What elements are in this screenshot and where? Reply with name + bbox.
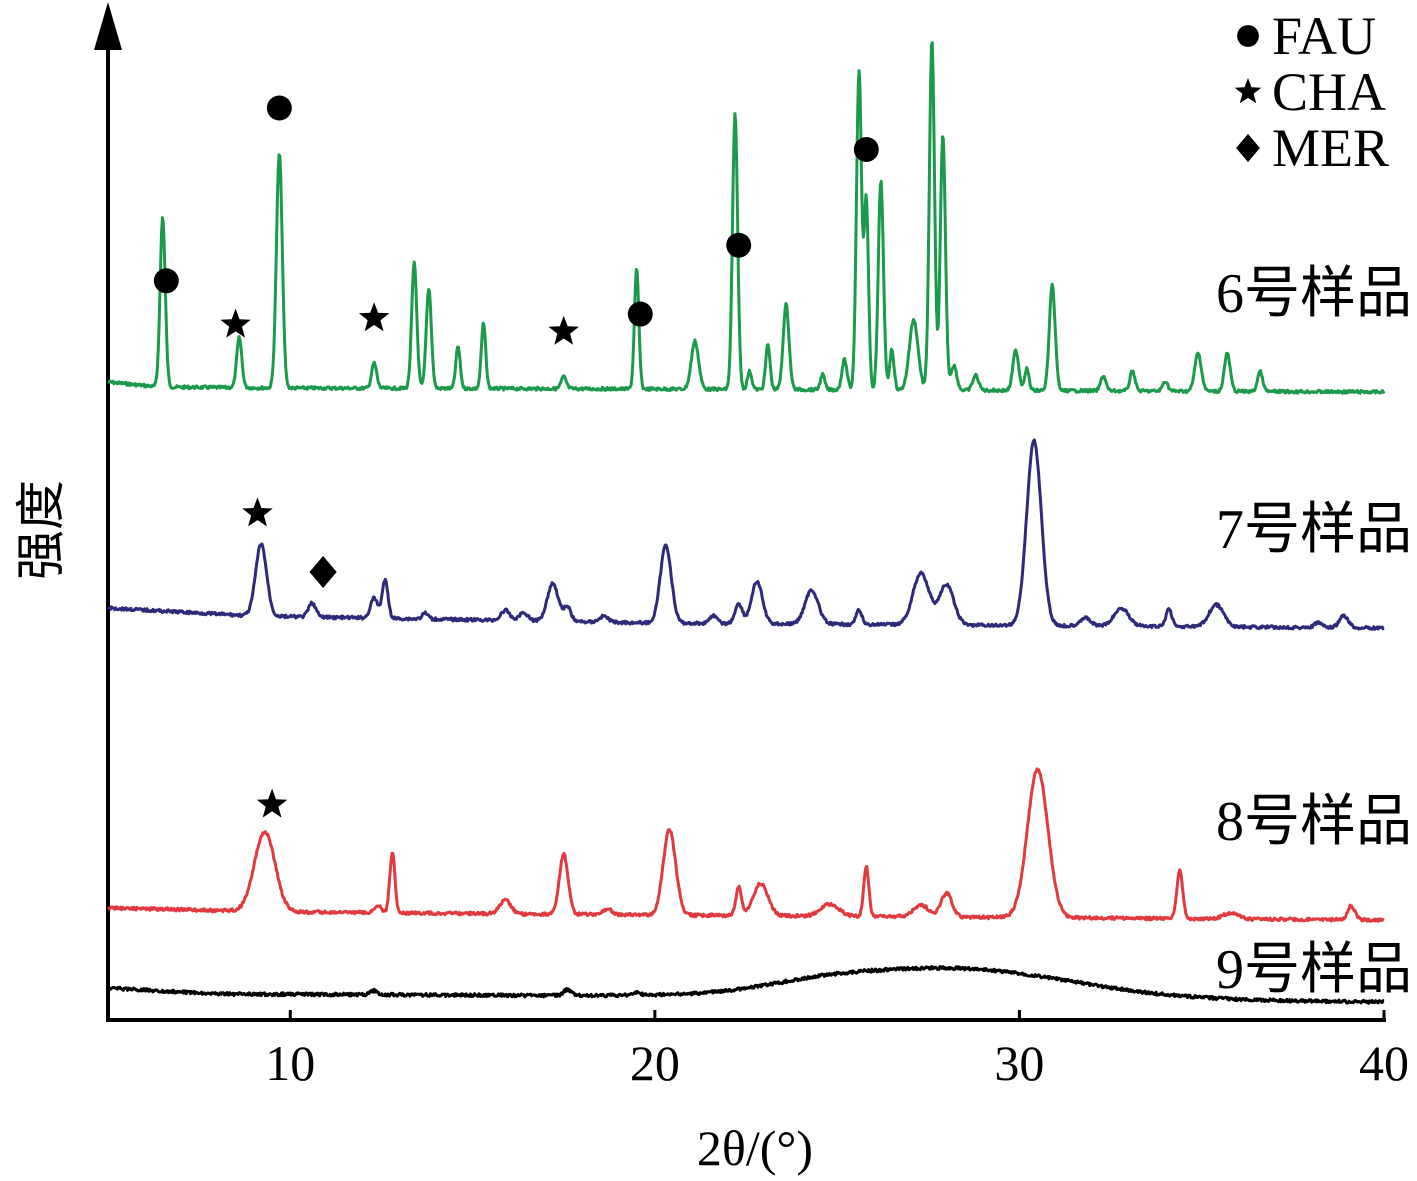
circle-peak-marker xyxy=(726,232,752,258)
series-trace xyxy=(106,965,1385,1005)
legend-label: FAU xyxy=(1272,6,1376,66)
y-axis-arrow xyxy=(94,2,122,50)
x-tick-label: 40 xyxy=(1359,1035,1409,1091)
star-peak-marker xyxy=(358,302,390,332)
x-axis-title: 2θ/(°) xyxy=(697,1120,813,1176)
star-peak-marker xyxy=(548,315,579,345)
series-labels: 6号样品 7号样品 8号样品 9号样品 xyxy=(1216,263,1412,1001)
x-ticks: 10 20 30 40 xyxy=(265,1010,1409,1091)
star-peak-marker xyxy=(220,308,251,338)
series-label: 9号样品 xyxy=(1216,939,1412,1001)
star-peak-marker xyxy=(242,497,273,527)
series-trace xyxy=(107,438,1385,631)
circle-peak-marker xyxy=(853,136,879,162)
diamond-peak-marker xyxy=(309,556,337,589)
y-axis-title: 强度 xyxy=(13,480,69,580)
x-tick-label: 30 xyxy=(994,1035,1044,1091)
legend-label: CHA xyxy=(1272,62,1386,122)
circle-peak-marker xyxy=(153,268,179,294)
x-tick-label: 10 xyxy=(265,1035,315,1091)
circle-peak-marker xyxy=(266,95,292,121)
circle-peak-marker xyxy=(627,301,653,327)
x-tick-label: 20 xyxy=(630,1035,680,1091)
legend-label: MER xyxy=(1272,118,1389,178)
series-label: 6号样品 xyxy=(1216,263,1412,325)
legend-diamond-marker xyxy=(1236,134,1260,162)
series-label: 8号样品 xyxy=(1216,791,1412,853)
series-label: 7号样品 xyxy=(1216,499,1412,561)
axes xyxy=(94,2,1386,1022)
peak-markers xyxy=(153,95,879,818)
legend-circle-marker xyxy=(1237,25,1259,47)
star-peak-marker xyxy=(256,788,288,818)
traces xyxy=(106,41,1386,1005)
legend-star-marker xyxy=(1234,78,1262,104)
series-trace xyxy=(107,767,1385,923)
series-trace xyxy=(107,41,1386,395)
